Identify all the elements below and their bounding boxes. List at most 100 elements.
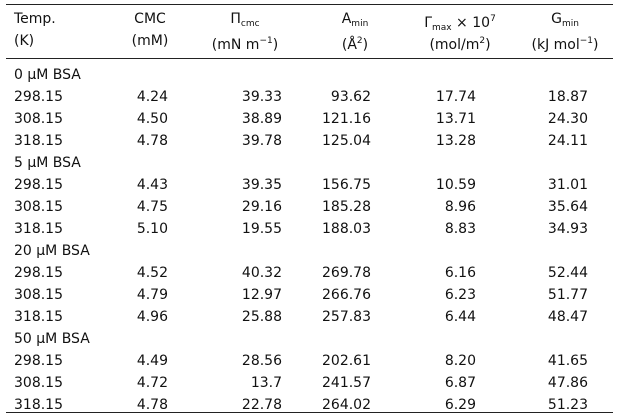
data-cell: 24.30 (547, 111, 588, 127)
header-text: 7 (490, 14, 496, 24)
header-cell: Gmin (505, 10, 619, 33)
data-cell: 298.15 (14, 265, 63, 281)
data-cell: 298.15 (14, 353, 63, 369)
data-cell: 318.15 (14, 397, 63, 413)
data-cell: 4.43 (136, 177, 168, 193)
data-cell: 269.78 (322, 265, 371, 281)
header-text: min (351, 19, 369, 29)
data-cell: 8.96 (444, 199, 476, 215)
header-rule (6, 58, 613, 59)
data-cell: 318.15 (14, 221, 63, 237)
data-cell: 39.33 (241, 89, 282, 105)
data-cell: 39.78 (241, 133, 282, 149)
data-cell: 4.24 (136, 89, 168, 105)
data-cell: 4.75 (136, 199, 168, 215)
data-cell: 35.64 (547, 199, 588, 215)
data-cell: 264.02 (322, 397, 371, 413)
data-cell: 17.74 (435, 89, 476, 105)
data-cell: 4.52 (136, 265, 168, 281)
header-text: (mol/m (429, 37, 480, 53)
data-cell: 308.15 (14, 375, 63, 391)
header-text: (kJ mol (531, 37, 580, 53)
data-cell: 13.28 (435, 133, 476, 149)
header-text: ) (272, 37, 279, 53)
data-cell: 4.79 (136, 287, 168, 303)
header-cell: Γmax × 107 (400, 10, 520, 37)
data-cell: 6.44 (444, 309, 476, 325)
group-label: 50 μM BSA (14, 331, 90, 347)
data-cell: 6.16 (444, 265, 476, 281)
data-cell: 18.87 (547, 89, 588, 105)
bottom-rule (6, 412, 613, 413)
header-text: Temp. (14, 11, 56, 27)
data-cell: 39.35 (241, 177, 282, 193)
data-cell: 47.86 (547, 375, 588, 391)
header-text: G (551, 11, 562, 27)
header-text: Γ (424, 15, 432, 31)
header-text: A (341, 11, 352, 27)
group-label: 5 μM BSA (14, 155, 81, 171)
header-text: −1 (259, 36, 273, 46)
data-cell: 93.62 (330, 89, 371, 105)
header-text: (Å (341, 37, 357, 53)
data-cell: 13.71 (435, 111, 476, 127)
data-cell: 22.78 (241, 397, 282, 413)
data-cell: 28.56 (241, 353, 282, 369)
data-cell: 308.15 (14, 199, 63, 215)
header-text: ) (593, 37, 599, 53)
top-rule (6, 4, 613, 5)
data-cell: 8.20 (444, 353, 476, 369)
data-cell: 51.23 (547, 397, 588, 413)
header-text: (mM) (131, 33, 169, 49)
header-cell: (mol/m2) (400, 32, 520, 54)
data-cell: 13.7 (250, 375, 282, 391)
data-cell: 6.87 (444, 375, 476, 391)
data-cell: 257.83 (322, 309, 371, 325)
header-text: −1 (579, 36, 594, 46)
data-cell: 156.75 (322, 177, 371, 193)
data-cell: 5.10 (136, 221, 168, 237)
data-cell: 4.96 (136, 309, 168, 325)
data-cell: 24.11 (547, 133, 588, 149)
data-cell: 121.16 (322, 111, 371, 127)
data-cell: 318.15 (14, 309, 63, 325)
data-cell: 4.78 (136, 397, 168, 413)
data-cell: 25.88 (241, 309, 282, 325)
header-cell: CMC (90, 10, 210, 28)
header-cell: (mN m−1) (185, 32, 305, 54)
header-text: cmc (240, 19, 260, 29)
data-cell: 40.32 (241, 265, 282, 281)
data-cell: 19.55 (241, 221, 282, 237)
header-cell: Πcmc (185, 10, 305, 33)
data-cell: 125.04 (322, 133, 371, 149)
data-cell: 4.49 (136, 353, 168, 369)
group-label: 20 μM BSA (14, 243, 90, 259)
header-text: × 10 (451, 15, 491, 31)
data-cell: 52.44 (547, 265, 588, 281)
header-cell: Amin (295, 10, 415, 33)
data-cell: 34.93 (547, 221, 588, 237)
data-cell: 6.23 (444, 287, 476, 303)
header-text: Π (230, 11, 241, 27)
data-cell: 10.59 (435, 177, 476, 193)
group-label: 0 μM BSA (14, 67, 81, 83)
header-text: CMC (134, 11, 166, 27)
header-text: 2 (479, 36, 486, 46)
header-cell: (Å2) (295, 32, 415, 54)
data-cell: 298.15 (14, 89, 63, 105)
header-cell: (kJ mol−1) (505, 32, 619, 54)
data-cell: 308.15 (14, 111, 63, 127)
data-cell: 241.57 (322, 375, 371, 391)
header-text: (K) (14, 33, 35, 49)
data-cell: 4.50 (136, 111, 168, 127)
data-cell: 202.61 (322, 353, 371, 369)
data-cell: 298.15 (14, 177, 63, 193)
data-cell: 51.77 (547, 287, 588, 303)
data-cell: 188.03 (322, 221, 371, 237)
data-cell: 266.76 (322, 287, 371, 303)
data-cell: 4.78 (136, 133, 168, 149)
header-cell: (mM) (90, 32, 210, 50)
header-text: 2 (356, 36, 363, 46)
data-cell: 185.28 (322, 199, 371, 215)
